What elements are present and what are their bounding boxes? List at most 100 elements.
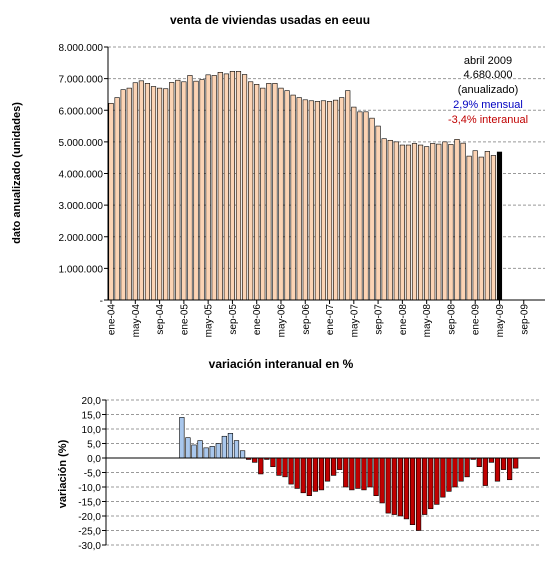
chart-1-y-tick-label: 8.000.000 <box>59 43 104 54</box>
chart-1-bar <box>333 99 339 301</box>
chart-2-bar <box>294 457 300 489</box>
chart-1-bar <box>351 106 357 301</box>
chart-2-bar <box>452 457 458 488</box>
chart-2-y-tick-label: -5,0 <box>84 469 102 480</box>
chart-1-bar <box>193 80 199 301</box>
chart-1-y-tick-label: 7.000.000 <box>59 75 104 86</box>
chart-2-bar <box>282 457 288 478</box>
chart-1-y-tick-label: 3.000.000 <box>59 201 104 212</box>
chart-1-bar <box>393 141 399 301</box>
chart-1-bar <box>157 87 163 301</box>
chart-1-bar <box>254 84 260 301</box>
chart-2-bar <box>233 440 240 459</box>
chart-1-x-tick-label: ene-05 <box>179 304 190 336</box>
chart-2-bar <box>488 457 495 463</box>
chart-2-bar <box>355 457 361 489</box>
chart-2-bar <box>227 433 234 459</box>
chart-2-bar <box>330 457 337 476</box>
chart-1-bar <box>235 71 242 301</box>
chart-1-y-tick-label: 2.000.000 <box>59 233 104 244</box>
chart-1-x-ticks: ene-04 may-04 sep-04 ene-05 may-05 sep-05 ene-… <box>107 300 530 338</box>
chart-2-bar <box>209 446 215 459</box>
chart-1-bar <box>163 88 169 301</box>
chart-1-bar <box>169 82 175 301</box>
chart-2-bar <box>476 457 482 467</box>
chart-1-bar <box>357 111 363 301</box>
chart-1-bar <box>266 83 272 301</box>
chart-2-bar <box>191 444 197 459</box>
chart-1-y-tick-label: 1.000.000 <box>59 264 104 275</box>
chart-2-y-tick-label: -30,0 <box>78 541 101 552</box>
chart-1-annotation: abril 2009 4.680.000 (anualizado) 2,9% m… <box>448 55 528 126</box>
annotation-date: abril 2009 <box>464 55 512 67</box>
chart-1-bar <box>326 101 333 301</box>
chart-1-bar <box>187 75 193 301</box>
chart-1-y-tick-label: 6.000.000 <box>59 106 104 117</box>
chart-2-bar <box>513 457 519 469</box>
chart-1-x-tick-label: sep-05 <box>228 304 239 335</box>
chart-2-bar <box>446 457 452 492</box>
chart-1-x-tick-label: may-07 <box>349 304 360 338</box>
chart-2-bar <box>239 450 246 459</box>
chart-2-y-tick-label: 20,0 <box>82 396 102 407</box>
chart-1-bar <box>411 143 418 301</box>
chart-1-bar <box>175 79 181 301</box>
chart-1-x-tick-label: may-04 <box>131 304 142 338</box>
chart-2-bar <box>500 457 507 470</box>
chart-1-bar <box>369 117 375 301</box>
chart-2-bar <box>179 417 185 459</box>
chart-1-bar <box>211 75 217 301</box>
chart-2-bar <box>343 457 349 488</box>
chart-2-bar <box>288 457 294 485</box>
chart-2-bar <box>415 457 422 531</box>
chart-1-bar <box>114 97 120 301</box>
chart-1-bar <box>108 102 114 301</box>
annotation-value: 4.680.000 <box>464 69 513 81</box>
chart-1-bar <box>144 83 151 301</box>
chart-1-y-ticks: - 1.000.000 2.000.000 3.000.000 4.000.000 5.0… <box>59 43 108 307</box>
chart-2-bar <box>458 457 464 482</box>
chart-1-bar <box>430 143 436 301</box>
chart-2-ylabel: variación (%) <box>57 439 69 508</box>
chart-2-y-tick-label: -20,0 <box>78 512 101 523</box>
chart-1-bar <box>199 79 205 301</box>
chart-1-bar <box>448 144 454 301</box>
chart-1-bar <box>442 141 448 301</box>
chart-1-y-tick-label: - <box>100 296 103 307</box>
chart-2-bar <box>197 440 203 459</box>
chart-1-bar <box>138 80 144 301</box>
chart-1-bar <box>181 81 187 301</box>
chart-2-title: variación interanual en % <box>209 357 354 371</box>
chart-1-bar <box>284 90 290 301</box>
chart-2-bar <box>428 457 434 510</box>
chart-2-y-ticks: 20,0 15,0 10,0 5,0 0,0 -5,0 -10,0 -15,0 -20,0 -25… <box>78 396 106 552</box>
chart-2-bar <box>464 457 470 478</box>
chart-2-bar <box>306 457 312 497</box>
chart-1-bar <box>375 125 381 301</box>
chart-1-bar <box>399 144 405 301</box>
chart-2-bar <box>270 457 276 467</box>
chart-1-bar <box>120 89 126 301</box>
chart-2-bar <box>397 457 403 517</box>
chart-2-y-tick-label: 15,0 <box>82 411 102 422</box>
chart-2-bar <box>252 457 258 463</box>
chart-1-bar <box>363 111 369 301</box>
chart-1-bar <box>278 87 284 301</box>
chart-1-bar <box>296 97 302 301</box>
chart-1-bar <box>217 72 223 301</box>
chart-2-bar <box>318 457 325 491</box>
chart-1-bar <box>381 138 387 301</box>
chart-1-x-tick-label: sep-07 <box>374 304 385 335</box>
chart-1-bar <box>405 144 412 301</box>
annotation-monthly: 2,9% mensual <box>453 99 523 111</box>
chart-2-bar <box>300 457 306 494</box>
chart-1-bar <box>150 86 157 301</box>
chart-1-grid <box>108 46 545 269</box>
chart-1-bar <box>424 146 430 301</box>
chart-2-bar <box>221 435 227 459</box>
chart-2-bar <box>185 437 191 459</box>
chart-1-bars <box>108 71 503 301</box>
chart-1-bar <box>418 144 424 301</box>
chart-2-bar <box>440 457 446 498</box>
